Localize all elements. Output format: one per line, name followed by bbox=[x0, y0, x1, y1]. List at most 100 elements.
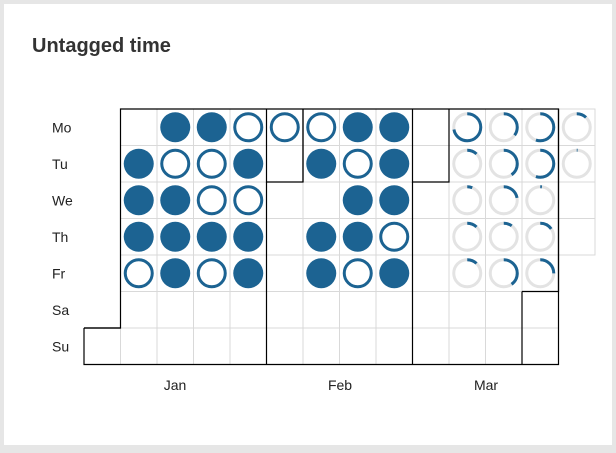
day-progress-ring[interactable] bbox=[452, 258, 483, 289]
day-full-circle[interactable] bbox=[306, 221, 337, 252]
calendar-outline-bottom bbox=[83, 109, 560, 366]
day-cell bbox=[266, 181, 304, 219]
day-progress-ring[interactable] bbox=[488, 221, 519, 252]
day-progress-ring[interactable] bbox=[561, 112, 592, 143]
day-empty-ring[interactable] bbox=[196, 185, 227, 216]
day-empty-ring[interactable] bbox=[306, 112, 337, 143]
day-full-circle[interactable] bbox=[160, 258, 191, 289]
day-progress-ring[interactable] bbox=[452, 112, 483, 143]
day-cell bbox=[266, 145, 304, 183]
day-full-circle[interactable] bbox=[379, 148, 410, 179]
month-borders bbox=[83, 108, 560, 366]
day-progress-ring[interactable] bbox=[525, 112, 556, 143]
day-full-circle[interactable] bbox=[342, 185, 373, 216]
day-cell bbox=[521, 327, 559, 365]
day-full-circle[interactable] bbox=[379, 185, 410, 216]
day-full-circle[interactable] bbox=[160, 221, 191, 252]
progress-arc bbox=[488, 148, 519, 179]
day-progress-ring[interactable] bbox=[525, 221, 556, 252]
day-cell bbox=[412, 218, 450, 256]
day-empty-ring[interactable] bbox=[233, 185, 264, 216]
day-full-circle[interactable] bbox=[233, 221, 264, 252]
day-cell bbox=[558, 218, 596, 256]
day-full-circle[interactable] bbox=[233, 258, 264, 289]
card-title: Untagged time bbox=[32, 35, 171, 57]
month-label-mar: Mar bbox=[474, 377, 498, 393]
day-empty-ring[interactable] bbox=[233, 112, 264, 143]
day-cell bbox=[302, 291, 340, 329]
day-progress-ring[interactable] bbox=[452, 185, 483, 216]
day-full-circle[interactable] bbox=[342, 112, 373, 143]
day-full-circle[interactable] bbox=[196, 112, 227, 143]
day-cell bbox=[229, 291, 267, 329]
day-full-circle[interactable] bbox=[123, 185, 154, 216]
day-cell bbox=[120, 108, 158, 146]
progress-arc bbox=[488, 258, 519, 289]
day-empty-ring[interactable] bbox=[269, 112, 300, 143]
progress-arc bbox=[488, 221, 519, 252]
month-labels: Jan Feb Mar bbox=[164, 377, 499, 393]
day-full-circle[interactable] bbox=[196, 221, 227, 252]
day-progress-ring[interactable] bbox=[452, 221, 483, 252]
day-empty-ring[interactable] bbox=[196, 258, 227, 289]
progress-arc bbox=[525, 185, 556, 216]
day-progress-ring[interactable] bbox=[488, 148, 519, 179]
day-empty-ring[interactable] bbox=[342, 148, 373, 179]
progress-track bbox=[488, 221, 519, 252]
day-cell bbox=[521, 291, 559, 329]
day-full-circle[interactable] bbox=[379, 258, 410, 289]
day-cell bbox=[412, 145, 450, 183]
day-label-sa: Sa bbox=[52, 302, 69, 318]
day-full-circle[interactable] bbox=[306, 258, 337, 289]
day-label-th: Th bbox=[52, 229, 68, 245]
day-label-mo: Mo bbox=[52, 119, 72, 135]
progress-track bbox=[452, 185, 483, 216]
day-cell bbox=[448, 291, 486, 329]
day-cell bbox=[156, 291, 194, 329]
day-empty-ring[interactable] bbox=[379, 221, 410, 252]
day-progress-ring[interactable] bbox=[561, 148, 592, 179]
day-full-circle[interactable] bbox=[379, 112, 410, 143]
day-progress-ring[interactable] bbox=[488, 258, 519, 289]
day-progress-ring[interactable] bbox=[488, 112, 519, 143]
day-label-fr: Fr bbox=[52, 265, 66, 281]
day-full-circle[interactable] bbox=[233, 148, 264, 179]
day-full-circle[interactable] bbox=[160, 185, 191, 216]
day-full-circle[interactable] bbox=[123, 148, 154, 179]
day-marks bbox=[123, 112, 592, 289]
day-cell bbox=[266, 254, 304, 292]
day-cell bbox=[412, 181, 450, 219]
day-cell bbox=[339, 291, 377, 329]
day-full-circle[interactable] bbox=[160, 112, 191, 143]
progress-track bbox=[452, 258, 483, 289]
day-full-circle[interactable] bbox=[342, 221, 373, 252]
day-empty-ring[interactable] bbox=[123, 258, 154, 289]
day-cell bbox=[339, 327, 377, 365]
day-empty-ring[interactable] bbox=[160, 148, 191, 179]
day-cell bbox=[120, 327, 158, 365]
day-full-circle[interactable] bbox=[306, 148, 337, 179]
day-label-we: We bbox=[52, 192, 73, 208]
day-progress-ring[interactable] bbox=[525, 258, 556, 289]
day-progress-ring[interactable] bbox=[488, 185, 519, 216]
day-progress-ring[interactable] bbox=[525, 148, 556, 179]
day-progress-ring[interactable] bbox=[525, 185, 556, 216]
day-empty-ring[interactable] bbox=[342, 258, 373, 289]
day-label-su: Su bbox=[52, 338, 69, 354]
day-cell bbox=[266, 327, 304, 365]
day-cell bbox=[412, 291, 450, 329]
day-cell bbox=[266, 218, 304, 256]
day-cell bbox=[83, 327, 121, 365]
progress-arc bbox=[488, 185, 519, 216]
day-cell bbox=[412, 327, 450, 365]
feb-mar-top bbox=[411, 109, 450, 183]
day-cell bbox=[375, 327, 413, 365]
progress-track bbox=[561, 148, 592, 179]
day-label-tu: Tu bbox=[52, 156, 68, 172]
day-full-circle[interactable] bbox=[123, 221, 154, 252]
progress-arc bbox=[488, 112, 519, 143]
day-progress-ring[interactable] bbox=[452, 148, 483, 179]
day-cell bbox=[302, 181, 340, 219]
day-empty-ring[interactable] bbox=[196, 148, 227, 179]
day-labels: Mo Tu We Th Fr Sa Su bbox=[52, 119, 73, 354]
